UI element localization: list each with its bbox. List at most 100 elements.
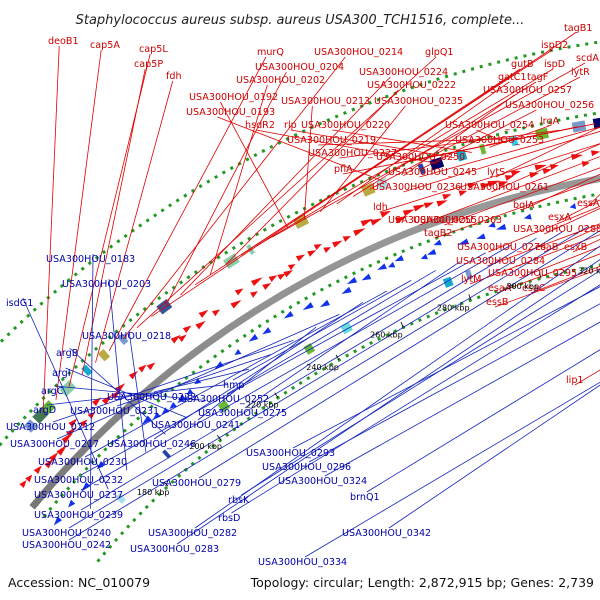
feature-block <box>32 407 49 424</box>
forward-gene-label: tagB1 <box>564 23 592 34</box>
reverse-gene-arrow <box>161 407 170 415</box>
reverse-gene-arrow <box>457 238 469 245</box>
forward-gene-label: ldh <box>373 202 388 213</box>
reverse-label-line <box>232 280 412 381</box>
tick-mark <box>539 272 542 279</box>
reverse-label-line <box>241 270 600 496</box>
reverse-gene-arrow <box>361 273 372 281</box>
forward-gene-label: USA300HOU_0220 <box>301 120 390 131</box>
forward-label-line <box>256 129 438 164</box>
forward-label-line <box>403 94 515 177</box>
forward-gene-label: rlp <box>284 120 297 131</box>
forward-label-line <box>303 105 313 220</box>
tick-mark <box>274 392 279 398</box>
feature-block <box>217 400 231 413</box>
reverse-gene-label: argI <box>52 368 71 379</box>
forward-gene-arrow <box>66 426 77 437</box>
forward-gene-label: hsdR2 <box>245 120 275 131</box>
reverse-gene-label: USA300HOU_0241 <box>151 420 240 431</box>
forward-label-line <box>240 68 521 256</box>
forward-gene-label: fdh <box>166 71 182 82</box>
forward-gene-label: lytR <box>571 67 590 78</box>
reverse-gene-label: USA300HOU_0252 <box>180 394 269 405</box>
feature-block <box>59 380 77 397</box>
tick-label: 300 kbp <box>506 282 539 291</box>
forward-gene-arrow <box>146 362 156 371</box>
reverse-gene-arrow <box>283 310 294 319</box>
forward-gene-arrow <box>313 244 322 251</box>
forward-gene-arrow <box>262 283 272 291</box>
reverse-label-line <box>176 259 600 545</box>
reverse-gene-label: USA300HOU_0230 <box>38 457 127 468</box>
forward-label-line <box>543 226 600 253</box>
reverse-gene-arrow <box>248 333 259 342</box>
reverse-gene-arrow <box>476 233 486 240</box>
forward-label-line <box>122 56 346 340</box>
reverse-gene-label: USA300HOU_0246 <box>107 439 196 450</box>
forward-gene-arrow <box>295 254 306 262</box>
forward-gene-arrow <box>79 419 88 428</box>
reverse-gene-arrow <box>388 261 396 268</box>
forward-gene-label: deoB1 <box>48 36 79 47</box>
forward-gene-label: essA <box>577 198 600 209</box>
tick-mark <box>216 434 222 441</box>
reverse-label-line <box>69 347 166 435</box>
forward-gene-label: USA300HOU_0245 <box>388 167 477 178</box>
reverse-gene-label: USA300HOU_0217 <box>10 439 99 450</box>
forward-gene-arrow <box>178 334 187 343</box>
reverse-gene-label: isdG1 <box>6 298 33 309</box>
reverse-label-line <box>231 284 600 514</box>
forward-label-line <box>320 105 406 213</box>
tick-label: 280 kbp <box>437 304 470 313</box>
reverse-label-line <box>198 230 600 479</box>
reverse-gene-arrow <box>319 299 331 308</box>
reverse-gene-arrow <box>177 394 187 404</box>
forward-gene-arrow <box>332 240 343 248</box>
forward-label-line <box>272 62 586 238</box>
feature-block <box>97 349 111 362</box>
forward-gene-arrow <box>307 250 317 257</box>
forward-gene-label: lytS <box>487 167 505 178</box>
feature-block <box>456 149 468 162</box>
forward-gene-arrow <box>370 218 383 226</box>
forward-gene-label: USA300HOU_0288 <box>513 224 600 235</box>
forward-gene-arrow <box>402 209 415 217</box>
forward-gene-arrow <box>211 309 221 317</box>
forward-label-line <box>476 129 507 143</box>
reverse-label-line <box>226 270 436 395</box>
forward-gene-arrow <box>353 228 366 237</box>
tick-label: 220 kbp <box>246 400 279 409</box>
forward-gene-label: murQ <box>257 47 284 58</box>
forward-gene-label: USA300HOU_0254 <box>445 120 534 131</box>
tick-labels: 180 kbp 200 kbp 220 kbp 240 kbp 260 kbp 280 k… <box>137 266 600 497</box>
reverse-gene-label: USA300HOU_0334 <box>258 557 347 568</box>
reverse-gene-label: USA300HOU_0228 <box>107 392 196 403</box>
feature-block <box>156 299 173 315</box>
reverse-label-line <box>108 278 128 471</box>
reverse-gene-label: USA300HOU_0232 <box>34 475 123 486</box>
forward-gene-label: USA300HOU_0227 <box>308 148 397 159</box>
forward-gene-arrow <box>487 180 501 187</box>
forward-gene-label: lrgA <box>540 116 560 127</box>
forward-gene-arrow <box>498 181 509 188</box>
forward-label-line <box>95 80 174 363</box>
reverse-gene-arrow <box>433 239 442 246</box>
forward-label-line <box>332 129 472 153</box>
reverse-gene-label: USA300HOU_0283 <box>130 544 219 555</box>
reverse-gene-arrow <box>141 415 152 426</box>
reverse-label-line <box>80 237 537 511</box>
reverse-gene-label: USA300HOU_0296 <box>262 462 351 473</box>
forward-gene-arrow <box>195 320 206 330</box>
forward-label-line <box>491 143 600 193</box>
reverse-gene-label: USA300HOU_0242 <box>22 540 111 551</box>
reverse-gene-label: USA300HOU_0231 <box>70 406 159 417</box>
reverse-gene-label: rbsD <box>218 513 240 524</box>
forward-gene-label: USA300HOU_0276 <box>457 242 546 253</box>
forward-gene-label: USA300HOU_0236 <box>372 182 461 193</box>
forward-gene-arrow <box>590 150 600 157</box>
forward-gene-label: USA300HOU_0224 <box>359 67 448 78</box>
forward-label-line <box>496 253 600 294</box>
forward-gene-arrow <box>380 210 392 218</box>
forward-gene-label: USA300HOU_0204 <box>255 62 344 73</box>
forward-gene-arrow <box>423 202 434 209</box>
